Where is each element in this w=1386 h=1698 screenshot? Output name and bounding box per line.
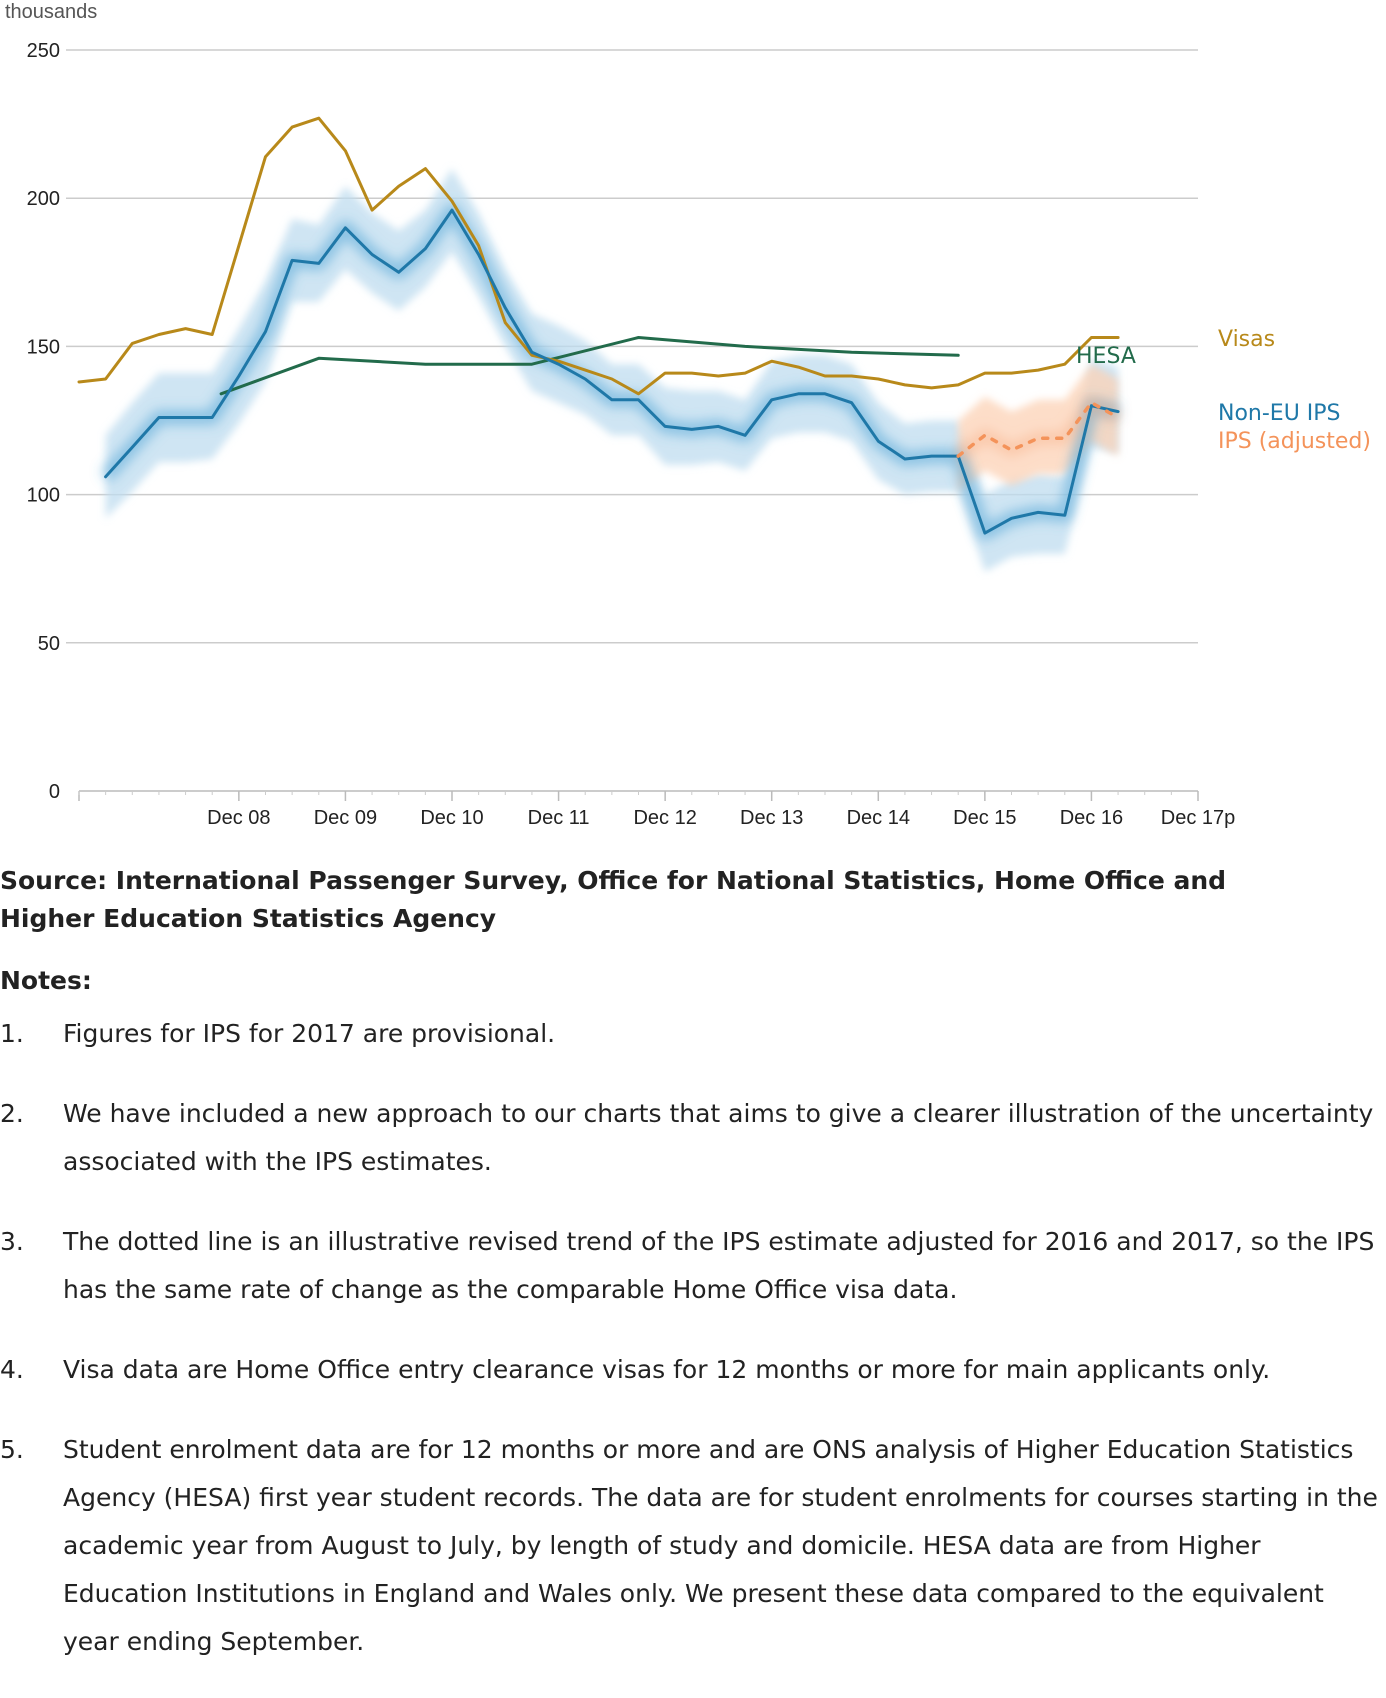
series-line-non-eu-ips [104,208,1120,535]
note-item: 2. We have included a new approach to ou… [0,1090,1386,1186]
series-line-visas [77,116,1120,396]
uncertainty-band [105,168,1119,572]
y-tick-label: 100 [27,485,60,507]
note-number: 1. [0,1019,24,1048]
note-item: 5. Student enrolment data are for 12 mon… [0,1426,1386,1666]
note-text: Visa data are Home Office entry clearanc… [63,1355,1271,1384]
source-text: Source: International Passenger Survey, … [0,866,1227,933]
x-tick-label: Dec 13 [740,807,803,829]
x-tick-label: Dec 14 [847,807,910,829]
uncertainty-band [958,364,1119,492]
series-label: HESA [1076,344,1136,369]
x-tick-label: Dec 08 [207,807,270,829]
note-number: 5. [0,1435,24,1464]
note-number: 3. [0,1227,24,1256]
note-text: Student enrolment data are for 12 months… [63,1435,1378,1656]
notes-list: 1. Figures for IPS for 2017 are provisio… [0,1010,1386,1666]
y-tick-label: 200 [27,188,60,210]
x-tick-label: Dec 17p [1161,807,1236,829]
y-tick-label: 0 [49,781,60,803]
note-item: 4. Visa data are Home Office entry clear… [0,1346,1386,1394]
series-label: Visas [1218,327,1275,352]
series-label: IPS (adjusted) [1218,429,1371,454]
y-axis-label: thousands [5,1,97,23]
note-number: 2. [0,1099,24,1128]
line-chart: 0 50 100 150 200 250 Dec 08 Dec 09 Dec 10 Dec 11 D… [5,1,1371,829]
y-tick-label: 150 [27,336,60,358]
notes-section: Source: International Passenger Survey, … [0,862,1386,1698]
notes-title: Notes: [0,966,92,995]
x-tick-label: Dec 09 [314,807,377,829]
note-number: 4. [0,1355,24,1384]
note-item: 1. Figures for IPS for 2017 are provisio… [0,1010,1386,1058]
y-tick-label: 250 [27,40,60,62]
note-item: 3. The dotted line is an illustrative re… [0,1218,1386,1314]
note-text: We have included a new approach to our c… [63,1099,1374,1176]
note-text: The dotted line is an illustrative revis… [63,1227,1375,1304]
note-text: Figures for IPS for 2017 are provisional… [63,1019,556,1048]
series-label: Non-EU IPS [1218,401,1341,426]
series-line-ips-adjusted [956,400,1120,458]
y-tick-label: 50 [38,633,60,655]
x-tick-label: Dec 16 [1060,807,1123,829]
x-tick-label: Dec 10 [420,807,483,829]
x-tick-label: Dec 15 [953,807,1016,829]
x-tick-label: Dec 11 [528,807,590,829]
x-tick-label: Dec 12 [633,807,696,829]
chart: 0 50 100 150 200 250 Dec 08 Dec 09 Dec 10 Dec 11 D… [0,0,1386,840]
series-line-hesa [219,336,960,396]
